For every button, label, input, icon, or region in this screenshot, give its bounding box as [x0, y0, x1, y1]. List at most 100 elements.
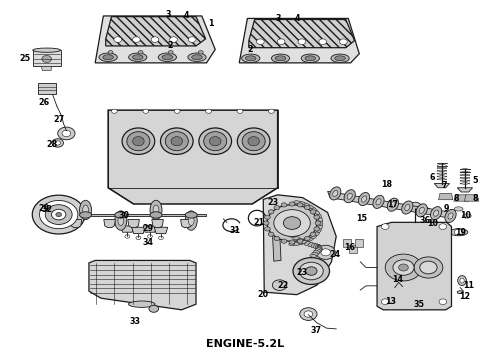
Ellipse shape [460, 278, 464, 283]
Circle shape [32, 195, 85, 234]
Ellipse shape [245, 56, 256, 61]
Circle shape [268, 210, 274, 214]
Ellipse shape [319, 221, 323, 225]
Text: 22: 22 [278, 281, 289, 290]
Ellipse shape [305, 56, 316, 61]
Circle shape [439, 299, 447, 305]
Ellipse shape [161, 128, 193, 154]
Circle shape [169, 50, 173, 54]
Ellipse shape [317, 247, 322, 252]
Bar [343, 239, 351, 247]
Ellipse shape [289, 234, 295, 237]
Text: ENGINE-5.2L: ENGINE-5.2L [206, 339, 284, 349]
Circle shape [454, 229, 463, 235]
Circle shape [206, 109, 212, 113]
Circle shape [112, 109, 117, 113]
Circle shape [289, 240, 295, 244]
Bar [349, 244, 357, 253]
Circle shape [55, 141, 61, 145]
Ellipse shape [153, 205, 159, 215]
Ellipse shape [294, 201, 300, 204]
Polygon shape [181, 220, 192, 228]
Ellipse shape [99, 53, 117, 62]
Ellipse shape [188, 216, 194, 225]
Ellipse shape [237, 128, 270, 154]
Polygon shape [377, 222, 451, 310]
Ellipse shape [171, 136, 183, 146]
Circle shape [305, 267, 317, 275]
Ellipse shape [463, 214, 471, 218]
Ellipse shape [301, 240, 307, 244]
Text: 9: 9 [444, 204, 449, 213]
Polygon shape [439, 193, 453, 200]
Circle shape [147, 235, 152, 238]
Polygon shape [457, 188, 473, 192]
Polygon shape [41, 66, 52, 71]
Polygon shape [465, 195, 479, 201]
Text: 37: 37 [311, 327, 321, 336]
Ellipse shape [317, 244, 321, 249]
Circle shape [281, 239, 287, 243]
Circle shape [114, 37, 122, 42]
Ellipse shape [387, 198, 398, 211]
Ellipse shape [271, 54, 290, 63]
Circle shape [423, 208, 430, 213]
Ellipse shape [429, 221, 438, 225]
Ellipse shape [330, 187, 341, 200]
Text: 17: 17 [388, 200, 398, 209]
Ellipse shape [318, 224, 322, 229]
Circle shape [138, 50, 143, 54]
Text: 12: 12 [459, 292, 470, 301]
Circle shape [277, 39, 285, 45]
Ellipse shape [150, 212, 162, 218]
Ellipse shape [133, 136, 144, 146]
Ellipse shape [79, 200, 92, 220]
Polygon shape [328, 191, 454, 219]
Text: 4: 4 [295, 14, 300, 23]
Text: 30: 30 [119, 211, 129, 220]
Ellipse shape [162, 55, 172, 60]
Circle shape [58, 127, 75, 140]
Circle shape [198, 50, 203, 54]
Circle shape [170, 37, 177, 42]
Ellipse shape [188, 53, 206, 62]
Ellipse shape [314, 250, 320, 254]
Ellipse shape [204, 132, 227, 151]
Text: 6: 6 [430, 173, 435, 182]
Text: 21: 21 [253, 218, 264, 227]
Circle shape [381, 224, 389, 229]
Text: 10: 10 [427, 219, 438, 228]
Text: 25: 25 [20, 54, 31, 63]
Text: 3: 3 [276, 14, 281, 23]
Ellipse shape [103, 55, 113, 60]
Ellipse shape [132, 55, 143, 60]
Ellipse shape [318, 247, 322, 251]
Ellipse shape [79, 212, 92, 218]
Ellipse shape [118, 216, 123, 225]
Circle shape [237, 109, 243, 113]
Text: 36: 36 [419, 216, 431, 225]
Circle shape [143, 109, 148, 113]
Circle shape [268, 232, 274, 237]
Circle shape [420, 261, 437, 274]
Ellipse shape [431, 207, 442, 220]
Ellipse shape [434, 210, 439, 216]
Ellipse shape [128, 301, 155, 307]
Circle shape [299, 262, 323, 280]
Ellipse shape [331, 54, 349, 63]
Polygon shape [387, 288, 402, 299]
Circle shape [149, 305, 159, 312]
Circle shape [304, 206, 310, 210]
Ellipse shape [242, 132, 265, 151]
Circle shape [304, 311, 313, 317]
Circle shape [439, 224, 447, 229]
Polygon shape [104, 220, 115, 228]
Polygon shape [95, 16, 215, 63]
Circle shape [174, 109, 180, 113]
Ellipse shape [83, 205, 89, 215]
Text: 4: 4 [184, 11, 189, 20]
Polygon shape [132, 227, 145, 234]
Ellipse shape [158, 53, 176, 62]
Circle shape [108, 50, 113, 54]
Ellipse shape [297, 239, 303, 242]
